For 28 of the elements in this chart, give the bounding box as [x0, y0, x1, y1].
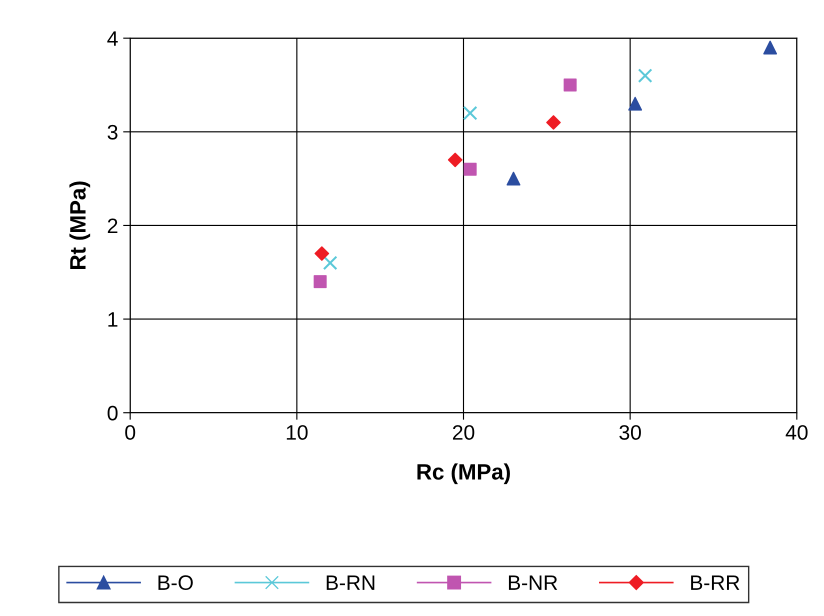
legend-label: B-NR — [508, 576, 558, 590]
point — [314, 246, 330, 261]
point — [464, 162, 477, 176]
point — [322, 256, 338, 270]
x-tick-label: 40 — [786, 425, 808, 440]
point — [546, 115, 561, 130]
point — [506, 172, 520, 186]
y-tick-label: 4 — [107, 31, 118, 46]
x-tick-label: 0 — [125, 425, 136, 440]
x-axis-title: Rc (MPa) — [417, 463, 510, 484]
x-tick-label: 10 — [286, 425, 308, 440]
point — [638, 68, 652, 83]
y-tick-label: 2 — [108, 218, 118, 234]
y-tick-label: 3 — [108, 124, 118, 140]
point — [628, 96, 642, 111]
point — [564, 78, 577, 92]
point — [314, 275, 327, 288]
point — [462, 106, 478, 120]
x-tick-label: 30 — [619, 425, 641, 440]
point — [763, 40, 778, 54]
legend-label: B-O — [158, 575, 193, 590]
x-tick-label: 20 — [452, 425, 474, 440]
legend-label: B-RN — [326, 576, 374, 590]
y-tick-label: 0 — [108, 406, 118, 420]
point — [448, 152, 462, 168]
y-axis-title: Rt (MPa) — [69, 182, 90, 270]
y-tick-label: 1 — [108, 312, 118, 327]
legend-label: B-RR — [691, 576, 740, 590]
